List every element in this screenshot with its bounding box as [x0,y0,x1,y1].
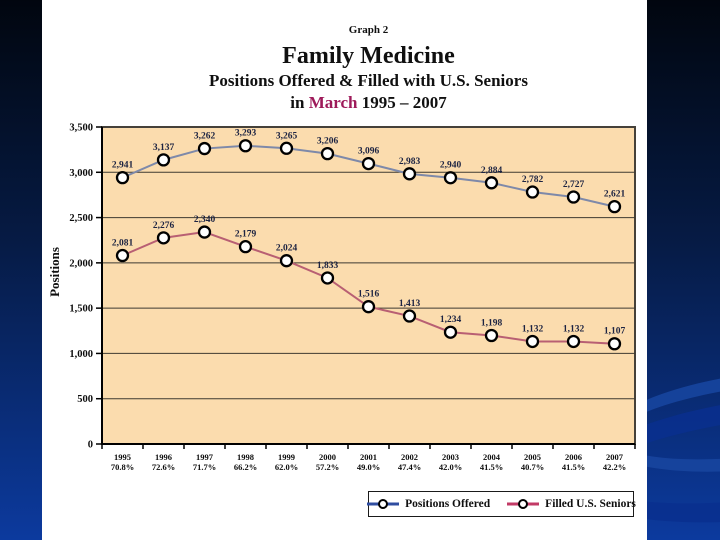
svg-text:1,833: 1,833 [317,261,339,271]
svg-text:2,727: 2,727 [563,180,585,190]
svg-text:42.0%: 42.0% [439,462,462,472]
legend-line-marker-icon [507,499,540,509]
svg-text:1,413: 1,413 [399,299,421,309]
svg-text:70.8%: 70.8% [111,462,134,472]
svg-text:500: 500 [77,394,93,405]
subtitle-years: 1995 – 2007 [357,93,447,112]
subtitle-month-highlight: March [308,93,358,112]
svg-text:2,024: 2,024 [276,244,298,254]
slide-content: Graph 2 Family Medicine Positions Offere… [42,0,647,540]
svg-text:1,198: 1,198 [481,318,503,328]
subtitle-prefix: in [290,93,309,112]
svg-text:2,000: 2,000 [69,258,93,269]
svg-text:3,262: 3,262 [194,132,216,142]
legend-label: Filled U.S. Seniors [545,498,636,510]
svg-text:49.0%: 49.0% [357,462,380,472]
line-chart: 0 500 1,000 1,500 2,000 2,500 3,000 3,500 199570… [69,123,636,472]
svg-text:2002: 2002 [401,452,418,462]
svg-text:2000: 2000 [319,452,336,462]
left-gradient-band [0,0,42,540]
svg-text:62.0%: 62.0% [275,462,298,472]
svg-text:2,179: 2,179 [235,230,257,240]
svg-text:1,516: 1,516 [358,290,380,300]
svg-text:2001: 2001 [360,452,377,462]
svg-text:1,234: 1,234 [440,315,462,325]
legend-item-positions-offered: Positions Offered [366,498,490,510]
svg-text:41.5%: 41.5% [562,462,585,472]
graph-number-label: Graph 2 [348,24,389,36]
svg-text:1,132: 1,132 [522,324,544,334]
svg-text:66.2%: 66.2% [234,462,257,472]
svg-text:1,107: 1,107 [604,327,626,337]
svg-text:2003: 2003 [442,452,459,462]
svg-text:41.5%: 41.5% [480,462,503,472]
svg-text:57.2%: 57.2% [316,462,339,472]
svg-text:1999: 1999 [278,452,295,462]
svg-text:2,500: 2,500 [69,213,93,224]
svg-text:3,096: 3,096 [358,147,380,157]
svg-text:3,000: 3,000 [69,168,93,179]
svg-text:2006: 2006 [565,452,582,462]
svg-text:2005: 2005 [524,452,541,462]
chart-subtitle-dates: in March 1995 – 2007 [90,93,647,113]
title-block: Graph 2 Family Medicine Positions Offere… [90,24,647,113]
svg-text:1996: 1996 [155,452,172,462]
svg-text:72.6%: 72.6% [152,462,175,472]
svg-text:1,000: 1,000 [69,349,93,360]
right-gradient-band [647,0,720,540]
svg-text:47.4%: 47.4% [398,462,421,472]
svg-text:1,132: 1,132 [563,324,585,334]
page-title: Family Medicine [282,43,455,69]
svg-text:3,293: 3,293 [235,129,257,139]
svg-text:1997: 1997 [196,452,214,462]
svg-text:1,500: 1,500 [69,304,93,315]
svg-text:3,265: 3,265 [276,131,298,141]
svg-text:2,941: 2,941 [112,161,134,171]
legend-item-filled-us-seniors: Filled U.S. Seniors [506,498,636,510]
svg-text:2,340: 2,340 [194,215,216,225]
svg-text:2,940: 2,940 [440,161,462,171]
svg-text:3,500: 3,500 [69,123,93,134]
svg-text:1998: 1998 [237,452,254,462]
chart-legend: Positions Offered Filled U.S. Seniors [366,491,636,517]
svg-text:2,983: 2,983 [399,157,421,167]
svg-text:2,884: 2,884 [481,166,503,176]
svg-text:2007: 2007 [606,452,624,462]
svg-text:2,782: 2,782 [522,175,544,185]
legend-label: Positions Offered [405,498,491,510]
svg-text:2004: 2004 [483,452,501,462]
svg-text:71.7%: 71.7% [193,462,216,472]
svg-text:1995: 1995 [114,452,131,462]
svg-text:0: 0 [88,440,93,451]
svg-text:2,276: 2,276 [153,221,175,231]
svg-text:2,081: 2,081 [112,239,134,249]
svg-text:40.7%: 40.7% [521,462,544,472]
legend-line-marker-icon [367,499,400,509]
svg-text:2,621: 2,621 [604,190,626,200]
svg-text:3,137: 3,137 [153,143,175,153]
chart-subtitle: Positions Offered & Filled with U.S. Sen… [209,71,528,90]
svg-text:42.2%: 42.2% [603,462,626,472]
svg-text:3,206: 3,206 [317,137,339,147]
